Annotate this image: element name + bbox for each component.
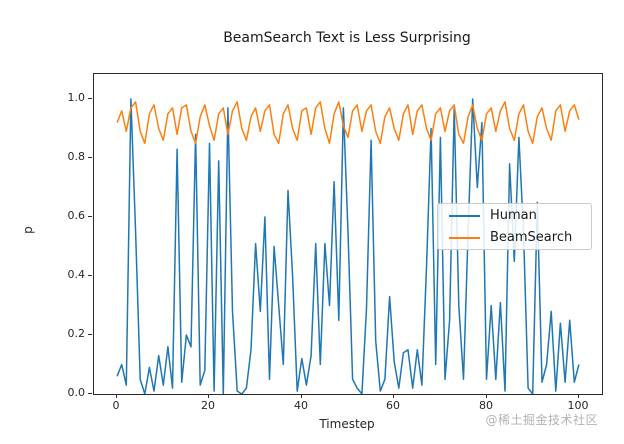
legend-entry-beamsearch: BeamSearch xyxy=(438,229,591,247)
x-tick-mark xyxy=(393,394,394,398)
y-tick-label: 0.2 xyxy=(67,327,86,340)
human-series-line xyxy=(116,98,580,394)
y-axis-label: p xyxy=(21,226,35,234)
x-tick-mark xyxy=(208,394,209,398)
y-tick-label: 0.6 xyxy=(67,209,86,222)
y-tick-label: 1.0 xyxy=(67,91,86,104)
y-tick-label: 0.4 xyxy=(67,268,86,281)
beamsearch-line-swatch xyxy=(449,236,480,239)
x-tick-label: 60 xyxy=(386,399,400,412)
y-tick-label: 0.0 xyxy=(67,386,86,399)
y-tick-mark xyxy=(88,334,92,335)
x-tick-mark xyxy=(486,394,487,398)
x-tick-mark xyxy=(578,394,579,398)
y-tick-mark xyxy=(88,157,92,158)
watermark-text: @稀土掘金技术社区 xyxy=(485,413,598,427)
x-axis-label: Timestep xyxy=(319,417,375,431)
legend-label-human: Human xyxy=(490,208,537,223)
y-tick-mark xyxy=(88,393,92,394)
y-tick-mark xyxy=(88,275,92,276)
legend-box: Human BeamSearch xyxy=(437,203,592,250)
y-tick-mark xyxy=(88,98,92,99)
line-chart xyxy=(116,98,580,394)
chart-title: BeamSearch Text is Less Surprising xyxy=(223,30,471,46)
x-tick-label: 20 xyxy=(201,399,215,412)
x-tick-label: 80 xyxy=(479,399,493,412)
x-tick-mark xyxy=(301,394,302,398)
x-tick-label: 100 xyxy=(567,399,589,412)
legend-entry-human: Human xyxy=(438,207,591,225)
x-tick-label: 0 xyxy=(112,399,120,412)
x-tick-label: 40 xyxy=(294,399,308,412)
y-tick-label: 0.8 xyxy=(67,150,86,163)
y-tick-mark xyxy=(88,216,92,217)
x-tick-mark xyxy=(116,394,117,398)
human-line-swatch xyxy=(449,214,480,217)
legend-label-beamsearch: BeamSearch xyxy=(490,230,573,245)
beamsearch-series-line xyxy=(116,101,580,145)
